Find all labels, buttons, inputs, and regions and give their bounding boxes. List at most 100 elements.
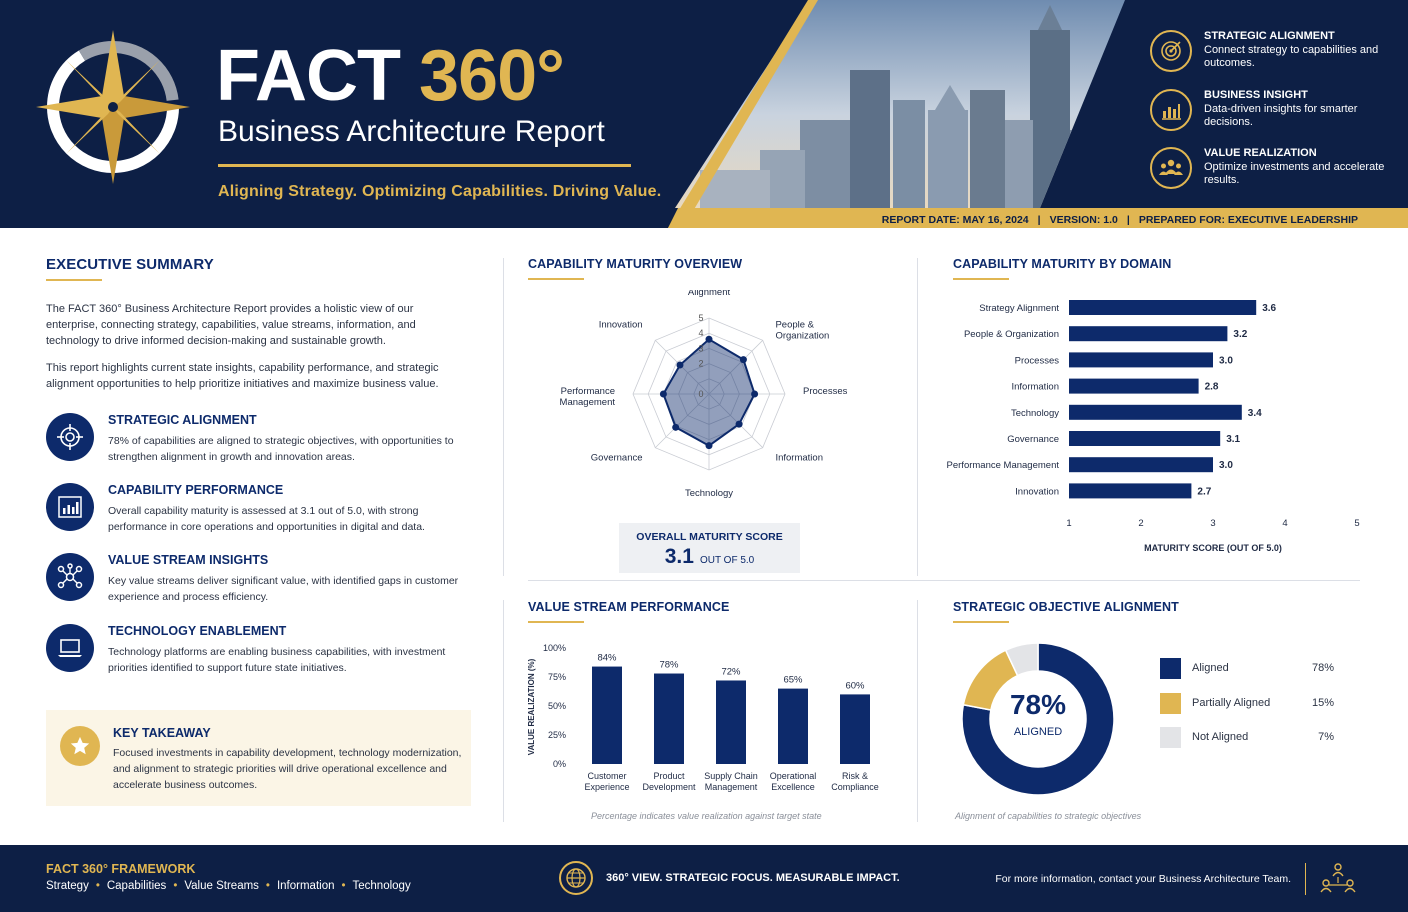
compass-logo-icon: [36, 30, 190, 184]
value-stream-title: VALUE STREAM PERFORMANCE: [528, 600, 730, 614]
donut-slice-not-aligned: [1004, 642, 1039, 677]
radar-point: [739, 356, 747, 364]
domain-bar: [1069, 326, 1228, 342]
legend-item-aligned: Aligned 78%: [1160, 658, 1340, 680]
domain-x-tick: 3: [1210, 518, 1215, 529]
radar-label-line: Organization: [775, 331, 829, 342]
value-y-axis-label: VALUE REALIZATION (%): [527, 658, 536, 755]
value-y-tick: 50%: [548, 701, 566, 711]
report-title: FACT 360°: [216, 36, 565, 116]
score-label: OVERALL MATURITY SCORE: [636, 531, 783, 543]
radar-label-line: Alignment: [688, 290, 731, 298]
title-divider: [218, 164, 631, 167]
radar-point: [676, 361, 684, 369]
score-unit: OUT OF 5.0: [699, 555, 755, 566]
legend-name: Aligned: [1192, 662, 1229, 674]
radar-label-line: Management: [560, 397, 616, 408]
legend-name: Not Aligned: [1192, 731, 1249, 743]
value-stream-bar: [716, 680, 746, 764]
summary-item-desc: Technology platforms are enabling busine…: [108, 646, 446, 674]
summary-item-capability-performance: CAPABILITY PERFORMANCE Overall capabilit…: [46, 483, 466, 547]
radar-label-line: Governance: [591, 452, 643, 463]
value-stream-bar-value: 78%: [659, 660, 679, 671]
framework-item: Information: [276, 880, 335, 892]
globe-icon: [559, 861, 593, 895]
radar-point: [659, 390, 667, 398]
summary-item-strategic-alignment: STRATEGIC ALIGNMENT 78% of capabilities …: [46, 413, 466, 477]
radar-point: [705, 335, 713, 343]
summary-item-technology: TECHNOLOGY ENABLEMENT Technology platfor…: [46, 624, 466, 688]
meta-separator: |: [1126, 214, 1130, 226]
value-stream-bar: [654, 673, 684, 764]
domain-bar: [1069, 404, 1242, 420]
footer-divider: [1305, 863, 1306, 895]
category-label-line: Risk &: [842, 771, 868, 781]
value-stream-bar: [778, 688, 808, 764]
report-version: VERSION: 1.0: [1049, 214, 1118, 226]
feature-title: BUSINESS INSIGHT: [1204, 89, 1308, 101]
radar-point: [735, 420, 743, 428]
domain-bar-label: Performance Management: [947, 460, 1060, 471]
legend-swatch: [1160, 658, 1181, 679]
domain-bar-value: 2.7: [1197, 486, 1211, 497]
radar-point: [705, 442, 713, 450]
domain-bar: [1069, 483, 1192, 499]
executive-summary-detail: This report highlights current state ins…: [46, 362, 439, 390]
donut-center-label: ALIGNED: [1013, 726, 1063, 738]
value-y-tick: 100%: [543, 643, 566, 653]
bullet: •: [173, 880, 178, 892]
radar-label-line: Processes: [803, 386, 848, 397]
star-icon: [60, 726, 100, 766]
value-stream-category-label: Customer Experience: [584, 771, 629, 792]
domain-x-tick: 5: [1354, 518, 1359, 529]
radar-label-line: Information: [775, 452, 823, 463]
footer-tagline: 360° VIEW. STRATEGIC FOCUS. MEASURABLE I…: [606, 872, 900, 884]
radar-category-label: Processes: [803, 386, 848, 397]
category-label-line: Operational: [770, 771, 817, 781]
radar-category-label: Technology: [685, 488, 733, 499]
bar-chart-icon: [1150, 89, 1192, 131]
prepared-for: PREPARED FOR: EXECUTIVE LEADERSHIP: [1138, 214, 1358, 226]
executive-summary-title: EXECUTIVE SUMMARY: [46, 256, 214, 273]
domain-bar: [1069, 300, 1257, 315]
domain-bar-value: 3.0: [1219, 460, 1233, 471]
takeaway-title: KEY TAKEAWAY: [113, 726, 211, 740]
summary-item-title: VALUE STREAM INSIGHTS: [108, 553, 269, 567]
summary-item-title: STRATEGIC ALIGNMENT: [108, 413, 257, 427]
key-takeaway-box: KEY TAKEAWAY Focused investments in capa…: [46, 710, 471, 806]
report-date: REPORT DATE: MAY 16, 2024: [881, 214, 1029, 226]
radar-tick-label: 0: [698, 389, 703, 399]
column-divider: [917, 258, 918, 576]
laptop-icon: [46, 624, 94, 672]
domain-x-tick: 2: [1138, 518, 1143, 529]
framework-title: FACT 360° FRAMEWORK: [46, 862, 196, 876]
domain-bar: [1069, 431, 1221, 446]
section-underline: [953, 621, 1009, 623]
row-divider: [528, 580, 1360, 581]
legend-value: 78%: [1311, 662, 1334, 674]
framework-item: Capabilities: [106, 880, 167, 892]
title-main: FACT: [216, 36, 401, 116]
meta-separator: |: [1037, 214, 1041, 226]
radar-point: [672, 423, 680, 431]
legend-value: 15%: [1311, 697, 1334, 709]
team-network-icon: [1320, 863, 1356, 893]
footer-contact: For more information, contact your Busin…: [995, 873, 1291, 885]
radar-category-label: People & Organization: [775, 320, 829, 342]
value-y-tick: 25%: [548, 730, 566, 740]
report-header: FACT 360° Business Architecture Report A…: [0, 0, 1408, 228]
maturity-overview-title: CAPABILITY MATURITY OVERVIEW: [528, 257, 743, 271]
domain-bar-value: 3.2: [1233, 329, 1247, 340]
radar-category-label: Information: [775, 452, 823, 463]
maturity-domain-title: CAPABILITY MATURITY BY DOMAIN: [953, 257, 1172, 271]
legend-item-not-aligned: Not Aligned 7%: [1160, 727, 1340, 749]
category-label-line: Experience: [584, 782, 629, 792]
domain-bar-value: 3.0: [1219, 355, 1233, 366]
radar-category-label: Innovation: [599, 320, 643, 331]
domain-bar-label: Innovation: [1015, 486, 1059, 497]
alignment-title: STRATEGIC OBJECTIVE ALIGNMENT: [953, 600, 1179, 614]
domain-bar-label: People & Organization: [964, 329, 1059, 340]
target-icon: [1150, 30, 1192, 72]
